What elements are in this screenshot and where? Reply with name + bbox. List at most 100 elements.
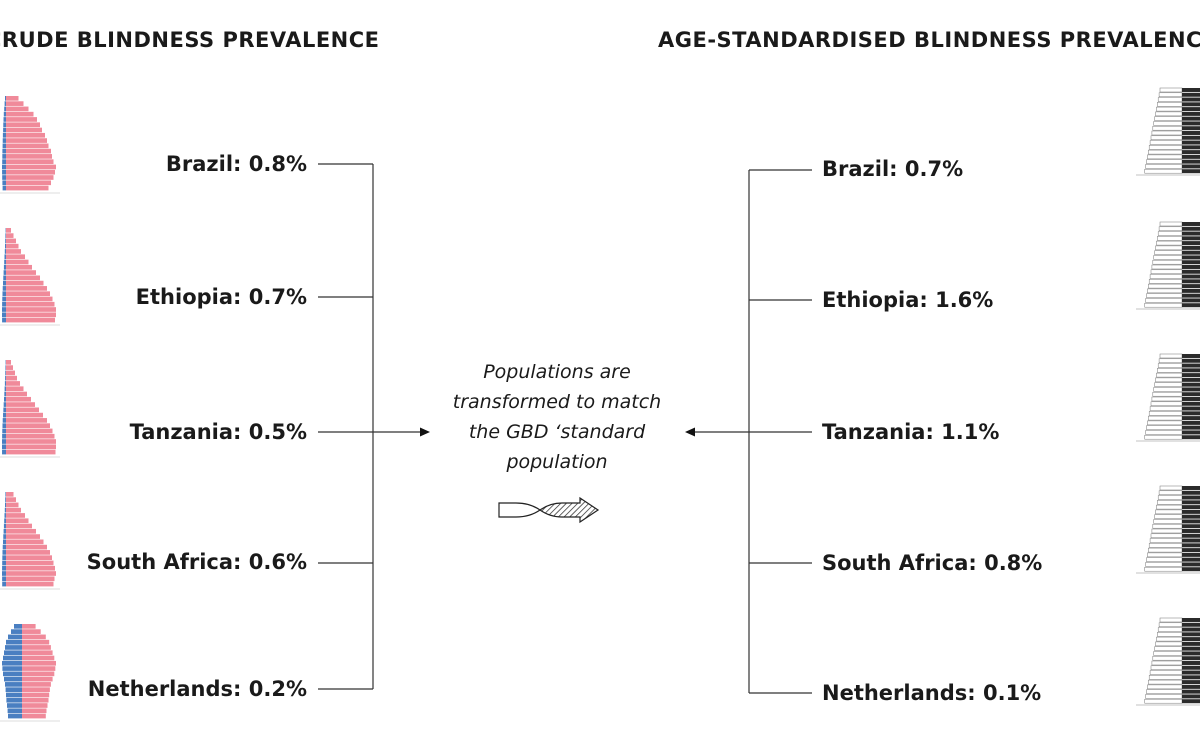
arrow-right-icon xyxy=(420,427,430,437)
pyramid-bar-female xyxy=(6,418,47,423)
standard-bar-right xyxy=(1182,548,1200,553)
pyramid-bar-female xyxy=(6,307,56,312)
standard-bar-right xyxy=(1182,567,1200,572)
pyramid-bar-female xyxy=(6,185,49,191)
crude-label-south-africa: South Africa: 0.6% xyxy=(86,550,307,574)
pyramid-bar-female xyxy=(22,666,56,671)
pyramid-bar-female xyxy=(22,639,50,645)
pyramid-bar-male xyxy=(2,132,6,138)
standard-bar-right xyxy=(1182,401,1200,406)
standard-bar-right xyxy=(1182,154,1200,159)
pyramid-bar-female xyxy=(22,703,48,708)
pyramid-bar-male xyxy=(2,560,6,566)
pyramid-bar-male xyxy=(2,143,6,149)
standard-bar-right xyxy=(1182,529,1200,533)
pyramid-bar-male xyxy=(2,307,6,312)
standard-bar-right xyxy=(1182,557,1200,562)
crude-label-brazil: Brazil: 0.8% xyxy=(165,152,307,176)
standardised-label-tanzania: Tanzania: 1.1% xyxy=(822,420,1000,444)
standard-bar-right xyxy=(1182,430,1200,435)
standard-bar-right xyxy=(1182,231,1200,236)
pyramid-bar-male xyxy=(3,412,6,418)
pyramid-bar-male xyxy=(3,122,6,128)
pyramid-bar-male xyxy=(3,127,6,133)
pyramid-bar-male xyxy=(4,391,6,397)
standard-bar-right xyxy=(1182,377,1200,382)
pyramid-bar-male xyxy=(2,449,6,455)
pyramid-bar-male xyxy=(6,692,22,698)
pyramid-bar-female xyxy=(6,560,54,566)
standard-bar-right xyxy=(1182,288,1200,293)
pyramid-bar-female xyxy=(6,576,55,582)
pyramid-bar-female xyxy=(22,676,53,682)
pyramid-bar-male xyxy=(5,645,22,650)
pyramid-bar-female xyxy=(6,518,29,524)
pyramid-bar-female xyxy=(22,708,47,714)
standard-bar-right xyxy=(1182,116,1200,121)
pyramid-bar-male xyxy=(2,576,6,582)
pyramid-bar-female xyxy=(6,254,25,260)
pyramid-bar-female xyxy=(6,169,55,175)
standardised-prevalence-heading: AGE-STANDARDISED BLINDNESS PREVALENCE xyxy=(658,28,1200,52)
pyramid-bar-male xyxy=(7,708,22,714)
standard-bar-right xyxy=(1182,131,1200,135)
pyramid-bar-male xyxy=(3,655,22,661)
standard-bar-right xyxy=(1182,562,1200,567)
standard-bar-right xyxy=(1182,303,1200,308)
pyramid-bar-female xyxy=(6,243,19,249)
standard-bar-right xyxy=(1182,92,1200,97)
standard-bar-right xyxy=(1182,411,1200,416)
pyramid-bar-male xyxy=(4,507,6,513)
pyramid-bar-male xyxy=(2,660,22,666)
standard-bar-right xyxy=(1182,406,1200,411)
standard-bar-right xyxy=(1182,169,1200,174)
pyramid-bar-female xyxy=(6,180,51,186)
pyramid-bar-female xyxy=(6,407,39,413)
standard-bar-right xyxy=(1182,694,1200,699)
pyramid-bar-male xyxy=(3,264,6,270)
standard-bar-right xyxy=(1182,684,1200,689)
pyramid-bar-male xyxy=(2,159,6,165)
standard-pyramid-4 xyxy=(1134,482,1200,577)
population-pyramid-brazil xyxy=(0,92,60,197)
standard-bar-right xyxy=(1182,661,1200,665)
standard-bar-right xyxy=(1182,265,1200,269)
pyramid-bar-male xyxy=(2,185,6,191)
pyramid-bar-male xyxy=(2,296,6,302)
standardised-label-south-africa: South Africa: 0.8% xyxy=(822,551,1043,575)
pyramid-bar-male xyxy=(5,238,6,244)
pyramid-bar-male xyxy=(2,180,6,186)
pyramid-bar-female xyxy=(6,444,56,450)
pyramid-bar-male xyxy=(2,312,6,318)
crude-label-tanzania: Tanzania: 0.5% xyxy=(129,420,307,444)
pyramid-bar-male xyxy=(3,275,6,281)
standard-bar-right xyxy=(1182,699,1200,704)
pyramid-bar-female xyxy=(6,571,56,576)
pyramid-bar-male xyxy=(5,687,22,693)
pyramid-bar-male xyxy=(3,534,6,539)
pyramid-bar-female xyxy=(6,439,56,444)
standard-bar-right xyxy=(1182,538,1200,543)
pyramid-bar-female xyxy=(6,233,14,238)
pyramid-bar-female xyxy=(6,523,32,529)
pyramid-bar-male xyxy=(2,418,6,423)
pyramid-bar-male xyxy=(2,317,6,323)
standard-bar-right xyxy=(1182,651,1200,656)
pyramid-bar-male xyxy=(11,629,22,634)
pyramid-bar-female xyxy=(6,111,34,117)
pyramid-bar-male xyxy=(5,502,6,508)
pyramid-bar-female xyxy=(6,259,29,265)
crude-prevalence-heading: CRUDE BLINDNESS PREVALENCE xyxy=(0,28,380,52)
pyramid-bar-female xyxy=(6,534,40,539)
pyramid-bar-male xyxy=(3,270,6,275)
pyramid-bar-female xyxy=(6,122,40,128)
pyramid-bar-female xyxy=(6,391,27,397)
standard-bar-right xyxy=(1182,622,1200,627)
pyramid-bar-male xyxy=(4,676,22,682)
transformation-note-line: the GBD ‘standard xyxy=(468,421,646,443)
standard-bar-right xyxy=(1182,533,1200,538)
standard-bar-right xyxy=(1182,269,1200,274)
pyramid-bar-male xyxy=(4,254,6,260)
standardised-label-ethiopia: Ethiopia: 1.6% xyxy=(822,288,994,312)
